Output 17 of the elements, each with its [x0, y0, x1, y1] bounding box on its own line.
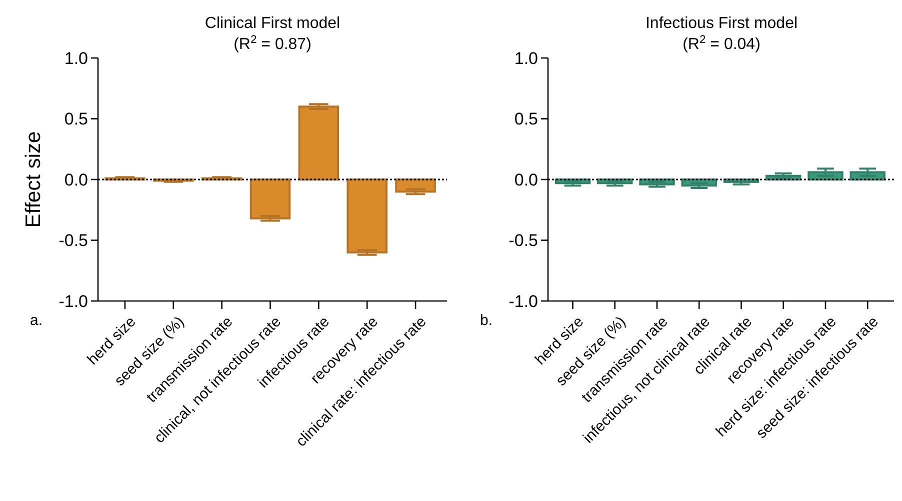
y-tick-label: 0.5	[514, 110, 538, 129]
y-axis-title: Effect size	[22, 131, 45, 228]
text: b.	[480, 312, 493, 329]
y-tick-label: 1.0	[514, 48, 538, 68]
text: a.	[30, 312, 43, 329]
y-tick-label: -0.5	[58, 231, 88, 250]
chart-title: Clinical First model	[204, 15, 340, 32]
y-tick-label: 0.5	[64, 110, 88, 129]
chart-subtitle: (R$^{2}$ = 0.04)	[682, 34, 760, 53]
y-tick-label: -0.5	[508, 231, 538, 250]
y-tick-label: 0.0	[64, 170, 88, 190]
chart-subtitle: (R$^{2}$ = 0.87)	[234, 34, 312, 53]
y-tick-label: -1.0	[508, 292, 538, 311]
y-tick-label: 0.0	[514, 170, 538, 190]
y-tick-label: -1.0	[58, 292, 88, 311]
y-tick-label: 1.0	[64, 48, 88, 68]
chart-title: Infectious First model	[645, 15, 798, 32]
